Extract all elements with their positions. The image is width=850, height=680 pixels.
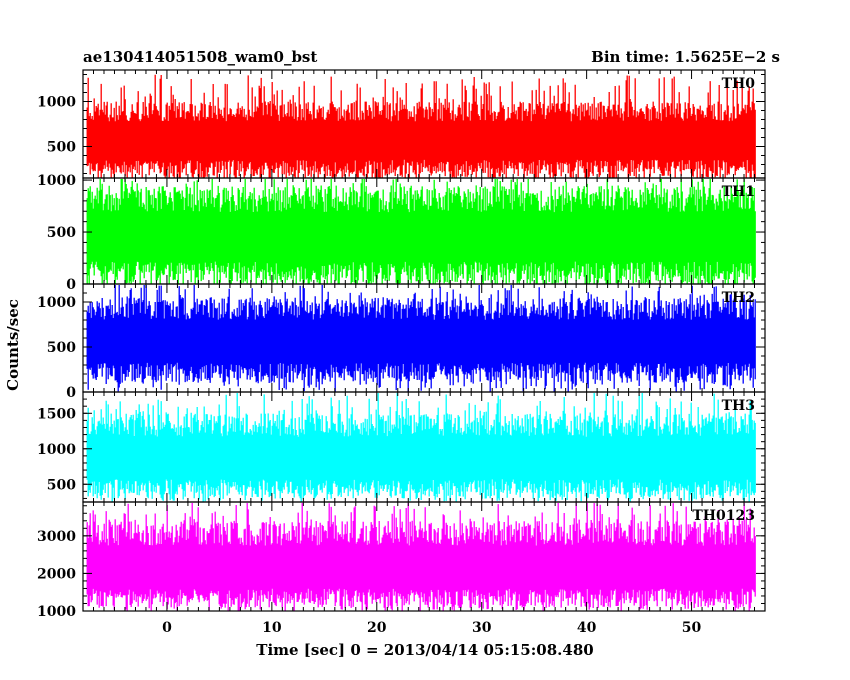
y-tick-label: 0	[66, 277, 76, 293]
y-tick-label: 500	[47, 477, 76, 493]
y-tick-label: 1000	[37, 95, 76, 111]
title-right: Bin time: 1.5625E−2 s	[591, 48, 780, 66]
x-tick-label: 0	[162, 620, 172, 636]
panel-label: TH2	[722, 290, 755, 306]
y-tick-label: 1000	[37, 295, 76, 311]
series-th3	[86, 393, 756, 502]
series-th2	[86, 285, 756, 392]
panel-label: TH3	[722, 398, 755, 414]
y-tick-label: 1000	[37, 173, 76, 189]
panel-th0: 500 1000 TH0	[37, 69, 766, 179]
series-th1	[86, 179, 756, 284]
y-tick-label: 1000	[37, 442, 76, 458]
y-tick-label: 500	[47, 140, 76, 156]
y-axis-label: Counts/sec	[4, 299, 22, 391]
y-tick-label: 2000	[37, 566, 76, 582]
series-th0123	[86, 503, 756, 611]
x-tick-label: 40	[577, 620, 597, 636]
panel-th1: 0 500 1000 TH1	[37, 173, 766, 293]
y-tick-label: 0	[66, 385, 76, 401]
x-axis-label: Time [sec] 0 = 2013/04/14 05:15:08.480	[256, 641, 593, 659]
series-th0	[86, 74, 756, 178]
panel-label: TH0	[722, 76, 756, 92]
panel-label: TH1	[722, 184, 755, 200]
panel-th0123: 1000 2000 3000 TH0123	[37, 501, 766, 620]
title-left: ae130414051508_wam0_bst	[83, 48, 317, 66]
y-tick-label: 1500	[37, 406, 76, 422]
y-tick-label: 1000	[37, 604, 76, 620]
x-tick-label: 10	[262, 620, 282, 636]
panel-th3: 500 1000 1500 TH3	[37, 391, 766, 503]
panel-frame	[82, 501, 766, 612]
y-tick-label: 500	[47, 340, 76, 356]
panel-th2: 0 500 1000 TH2	[37, 283, 766, 401]
x-tick-label: 30	[472, 620, 492, 636]
y-tick-label: 3000	[37, 529, 76, 545]
panel-label: TH0123	[692, 508, 755, 524]
x-tick-label: 20	[367, 620, 387, 636]
y-tick-label: 500	[47, 225, 76, 241]
x-tick-label: 50	[682, 620, 702, 636]
